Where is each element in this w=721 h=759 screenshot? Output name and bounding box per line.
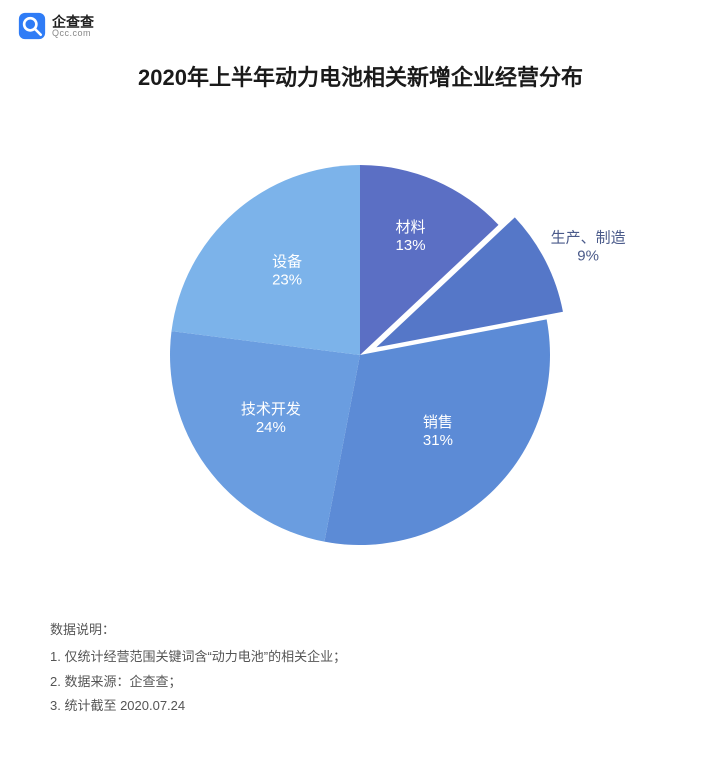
logo-icon — [18, 12, 46, 40]
notes-item: 2. 数据来源：企查查； — [50, 670, 346, 695]
data-notes: 数据说明： 1. 仅统计经营范围关键词含“动力电池”的相关企业；2. 数据来源：… — [50, 618, 346, 719]
brand-logo: 企查查 Qcc.com — [18, 12, 94, 40]
slice-label: 设备23% — [272, 253, 302, 288]
notes-item: 1. 仅统计经营范围关键词含“动力电池”的相关企业； — [50, 645, 346, 670]
logo-text-cn: 企查查 — [52, 15, 94, 29]
notes-heading: 数据说明： — [50, 618, 346, 643]
slice-label: 销售31% — [423, 414, 453, 449]
slice-label: 材料13% — [396, 219, 426, 254]
logo-text-en: Qcc.com — [52, 29, 94, 38]
slice-label: 生产、制造9% — [551, 230, 626, 265]
chart-title: 2020年上半年动力电池相关新增企业经营分布 — [0, 60, 721, 92]
pie-slice — [171, 165, 360, 355]
pie-chart: 材料13%生产、制造9%销售31%技术开发24%设备23% — [0, 120, 721, 590]
notes-item: 3. 统计截至 2020.07.24 — [50, 694, 346, 719]
